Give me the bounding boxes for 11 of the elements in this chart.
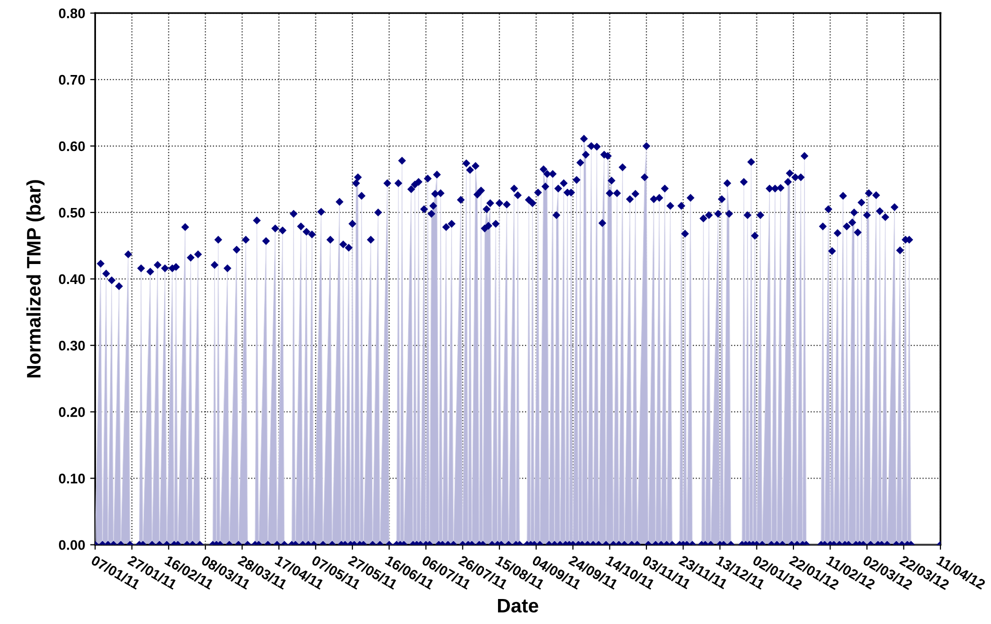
y-tick-label: 0.70: [58, 74, 85, 85]
y-tick-label: 0.80: [58, 8, 85, 18]
y-axis-title: Normalized TMP (bar): [26, 180, 44, 378]
y-tick-label: 0.60: [58, 141, 85, 152]
y-tick-label: 0.10: [58, 474, 85, 484]
y-tick-label: 0.20: [58, 407, 85, 418]
y-tick-label: 0.40: [58, 274, 85, 284]
y-tick-label: 0.30: [58, 340, 85, 351]
x-axis-title: Date: [498, 598, 538, 613]
y-tick-label: 0.00: [58, 540, 85, 550]
y-tick-label: 0.50: [58, 208, 85, 218]
